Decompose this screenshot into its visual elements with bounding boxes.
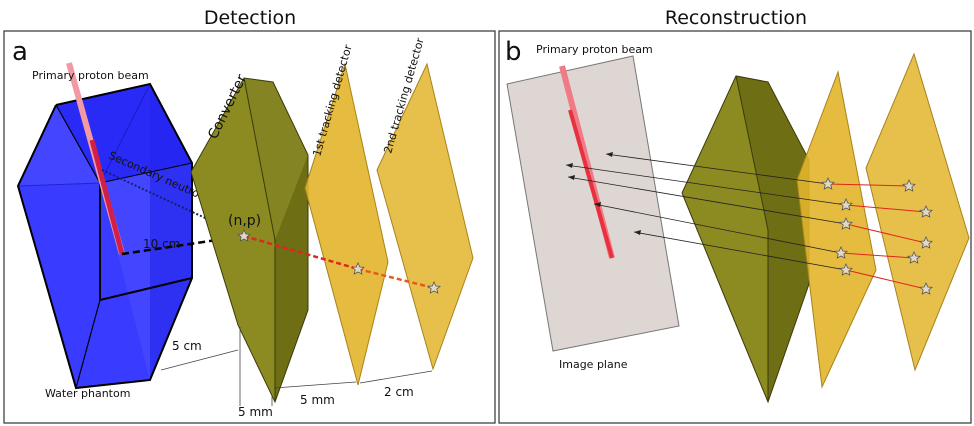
- primary-beam-right: [568, 109, 614, 259]
- primary-beam-label-right: Primary proton beam: [536, 43, 653, 56]
- panel-letter-a: a: [12, 37, 28, 67]
- primary-beam-label-left: Primary proton beam: [32, 69, 149, 82]
- proton-tracks-right: [827, 183, 927, 290]
- detector1-hit-star: [350, 262, 366, 275]
- panel-letter-b: b: [505, 37, 522, 67]
- gap-5cm-label: 5 cm: [172, 339, 202, 353]
- np-label: (n,p): [228, 213, 261, 229]
- water-phantom-label: Water phantom: [45, 387, 130, 400]
- converter-plate-right: [681, 75, 810, 404]
- proton-track-2: [357, 267, 435, 290]
- panel-title-reconstruction: Reconstruction: [665, 7, 807, 29]
- detector2-hit-star: [426, 281, 442, 294]
- distance-10cm-label: 10 cm: [143, 237, 180, 251]
- tracking-detector-2: [376, 62, 474, 371]
- tracking-detector-2-right: [865, 52, 970, 372]
- tracking-detector-1: [304, 62, 389, 386]
- proton-track-1: [243, 234, 359, 271]
- panel-frame-right: [498, 30, 972, 424]
- gap-5cm-line: [160, 349, 239, 371]
- image-plane: [506, 55, 680, 352]
- gap-5mm-a-label: 5 mm: [238, 405, 273, 419]
- image-plane-label: Image plane: [559, 358, 628, 371]
- back-projection-arrowheads: [566, 152, 641, 235]
- panel-title-detection: Detection: [204, 7, 296, 29]
- back-projection-lines: [565, 153, 847, 271]
- panel-frame-left: [3, 30, 496, 424]
- gap-5mm-b-line: [273, 381, 357, 389]
- gap-2cm-line: [359, 370, 433, 384]
- primary-beam-left: [89, 139, 125, 255]
- np-interaction-star: [236, 229, 252, 242]
- converter-plate: [190, 77, 309, 404]
- water-phantom: [16, 82, 193, 390]
- gap-5mm-b-label: 5 mm: [300, 393, 335, 407]
- gap-2cm-label: 2 cm: [384, 385, 414, 399]
- tracking-detector-1-right: [796, 70, 877, 389]
- hit-stars-right: [820, 177, 934, 295]
